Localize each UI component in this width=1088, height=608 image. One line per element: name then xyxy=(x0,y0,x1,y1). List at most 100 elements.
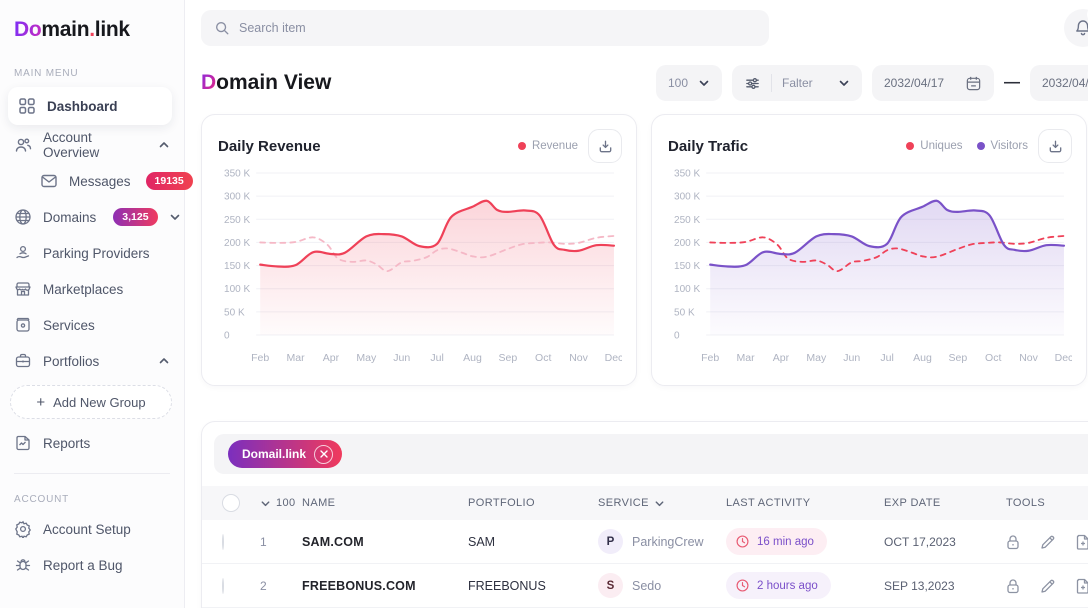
sidebar-item-portfolios[interactable]: Portfolios xyxy=(0,343,184,379)
main-menu-section-label: MAIN MENU xyxy=(14,68,79,79)
service-cell: S Sedo xyxy=(598,573,726,598)
logo-dot: . xyxy=(89,18,95,41)
row-number: 2 xyxy=(260,578,267,593)
filter-chips-bar: Domail.link xyxy=(214,434,1088,474)
service-name: ParkingCrew xyxy=(632,534,704,549)
sidebar-item-messages[interactable]: Messages 19135 xyxy=(0,163,193,199)
svg-text:Sep: Sep xyxy=(948,352,967,364)
table-row[interactable]: 1 SAM.COM SAM P ParkingCrew 16 min ago O… xyxy=(202,520,1088,564)
sidebar-item-services[interactable]: Services xyxy=(0,307,184,343)
add-note-icon[interactable] xyxy=(1074,533,1088,551)
daily-revenue-card: Daily Revenue Revenue 350 K 300 K 250 K 200… xyxy=(201,114,637,386)
notifications-button[interactable]: 2 xyxy=(1064,6,1088,47)
filter-dropdown[interactable]: Falter xyxy=(732,65,862,101)
portfolio-name: SAM xyxy=(468,534,496,549)
daily-trafic-chart: 350 K 300 K 250 K 200 K 150 K 100 K 50 K 0 Feb Ma… xyxy=(674,169,1072,364)
date-to-picker[interactable]: 2032/04/17 xyxy=(1030,65,1088,101)
svg-text:50 K: 50 K xyxy=(224,307,245,318)
column-header-service[interactable]: SERVICE xyxy=(598,497,726,509)
lock-icon[interactable] xyxy=(1004,577,1022,595)
sidebar-item-parking-providers[interactable]: Parking Providers xyxy=(0,235,184,271)
sidebar-item-reports[interactable]: Reports xyxy=(0,425,184,461)
svg-text:May: May xyxy=(806,352,827,364)
table-row[interactable]: 2 FREEBONUS.COM FREEBONUS S Sedo 2 hours… xyxy=(202,564,1088,608)
sidebar-divider xyxy=(14,473,170,474)
sidebar-item-label: Portfolios xyxy=(43,353,100,369)
page-header: Domain View 100 Falter 2032/04/17 — xyxy=(201,58,1088,108)
logo-link-part: link xyxy=(94,18,130,41)
storefront-icon xyxy=(14,280,32,298)
service-initial-badge: P xyxy=(598,529,623,554)
sidebar-item-label: Marketplaces xyxy=(43,281,124,297)
users-icon xyxy=(14,136,32,154)
envelope-icon xyxy=(40,172,58,190)
date-from-picker[interactable]: 2032/04/17 xyxy=(872,65,994,101)
domain-filter-chip[interactable]: Domail.link xyxy=(228,440,343,468)
domain-name: FREEBONUS.COM xyxy=(302,578,416,593)
row-tools xyxy=(1004,577,1088,595)
chevron-down-icon xyxy=(698,77,710,89)
app-logo[interactable]: Domain.link xyxy=(0,14,184,60)
lock-icon[interactable] xyxy=(1004,533,1022,551)
briefcase-icon xyxy=(14,352,32,370)
svg-text:Aug: Aug xyxy=(913,352,932,364)
svg-text:Dec: Dec xyxy=(605,352,622,364)
sidebar-item-label: Services xyxy=(43,317,95,333)
svg-text:350 K: 350 K xyxy=(224,169,251,180)
download-chart-button[interactable] xyxy=(1038,129,1072,163)
sidebar: Domain.link MAIN MENU Dashboard Account … xyxy=(0,0,193,608)
page-size-select[interactable]: 100 xyxy=(656,65,722,101)
svg-text:200 K: 200 K xyxy=(224,238,251,249)
add-note-icon[interactable] xyxy=(1074,577,1088,595)
row-tools xyxy=(1004,533,1088,551)
gear-icon xyxy=(14,520,32,538)
sidebar-item-account-overview[interactable]: Account Overview xyxy=(0,127,184,163)
svg-text:Mar: Mar xyxy=(736,352,755,364)
sidebar-item-marketplaces[interactable]: Marketplaces xyxy=(0,271,184,307)
add-new-group-button[interactable]: + Add New Group xyxy=(10,385,172,419)
sliders-icon xyxy=(744,75,761,92)
date-range-separator: — xyxy=(1004,74,1020,91)
search-input[interactable] xyxy=(239,21,756,35)
svg-text:0: 0 xyxy=(674,331,680,342)
sidebar-item-label: Domains xyxy=(43,209,97,225)
sidebar-item-label: Report a Bug xyxy=(43,557,123,573)
calendar-icon xyxy=(965,75,982,92)
download-chart-button[interactable] xyxy=(588,129,622,163)
sidebar-item-domains[interactable]: Domains 3,125 xyxy=(0,199,184,235)
edit-pencil-icon[interactable] xyxy=(1039,533,1057,551)
column-count-sort[interactable]: 100 xyxy=(260,497,302,509)
chip-close-icon[interactable] xyxy=(314,444,334,464)
row-number: 1 xyxy=(260,534,267,549)
download-icon xyxy=(1047,138,1064,155)
sidebar-item-report-a-bug[interactable]: Report a Bug xyxy=(0,547,184,583)
row-checkbox[interactable] xyxy=(222,533,224,550)
svg-text:150 K: 150 K xyxy=(674,261,701,272)
svg-text:100 K: 100 K xyxy=(224,284,251,295)
filter-divider xyxy=(771,74,772,92)
svg-text:Nov: Nov xyxy=(1019,352,1038,364)
svg-text:Feb: Feb xyxy=(701,352,719,364)
bug-icon xyxy=(14,556,32,574)
sidebar-item-account-setup[interactable]: Account Setup xyxy=(0,511,184,547)
select-all-checkbox[interactable] xyxy=(222,494,240,512)
domain-name: SAM.COM xyxy=(302,534,364,549)
row-checkbox[interactable] xyxy=(222,577,224,594)
sidebar-item-label: Parking Providers xyxy=(43,245,150,261)
chip-label: Domail.link xyxy=(242,447,307,461)
sidebar-item-label: Account Setup xyxy=(43,521,131,537)
legend-dot xyxy=(517,142,526,150)
edit-pencil-icon[interactable] xyxy=(1039,577,1057,595)
sidebar-item-dashboard[interactable]: Dashboard xyxy=(8,87,172,125)
svg-text:100 K: 100 K xyxy=(674,284,701,295)
svg-text:Oct: Oct xyxy=(535,352,551,364)
messages-count-badge: 19135 xyxy=(145,172,193,190)
service-initial-badge: S xyxy=(598,573,623,598)
search-box[interactable] xyxy=(201,10,769,46)
column-header-exp-date: EXP DATE xyxy=(884,497,941,509)
svg-text:150 K: 150 K xyxy=(224,261,251,272)
report-document-icon xyxy=(14,434,32,452)
chart-title: Daily Revenue xyxy=(218,137,321,155)
svg-text:300 K: 300 K xyxy=(224,192,251,203)
add-new-group-label: Add New Group xyxy=(53,394,146,410)
